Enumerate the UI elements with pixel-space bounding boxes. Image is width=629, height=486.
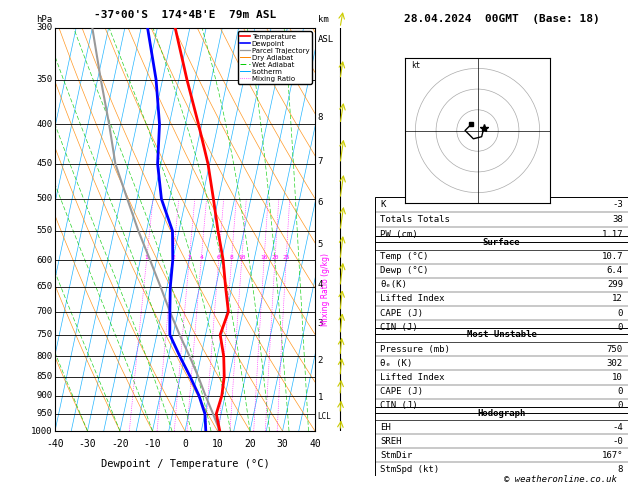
Text: hPa: hPa xyxy=(36,15,52,24)
Bar xyxy=(375,236,628,334)
Text: 40: 40 xyxy=(309,439,321,449)
Text: 6: 6 xyxy=(217,255,221,260)
Text: 10: 10 xyxy=(238,255,245,260)
Text: StmSpd (kt): StmSpd (kt) xyxy=(380,465,439,473)
Text: 6: 6 xyxy=(318,198,323,208)
Text: 700: 700 xyxy=(36,307,52,316)
Text: Hodograph: Hodograph xyxy=(477,409,526,418)
Text: 1000: 1000 xyxy=(31,427,52,435)
Text: 20: 20 xyxy=(271,255,279,260)
Text: 10: 10 xyxy=(612,373,623,382)
Text: 12: 12 xyxy=(612,295,623,303)
Text: 1: 1 xyxy=(318,393,323,402)
Text: θₑ (K): θₑ (K) xyxy=(380,359,413,368)
Text: 300: 300 xyxy=(36,23,52,33)
Text: EH: EH xyxy=(380,423,391,432)
Text: 7: 7 xyxy=(318,157,323,166)
Text: 0: 0 xyxy=(618,323,623,331)
Text: 10.7: 10.7 xyxy=(601,252,623,261)
Text: Pressure (mb): Pressure (mb) xyxy=(380,345,450,354)
Text: -30: -30 xyxy=(79,439,96,449)
Text: Most Unstable: Most Unstable xyxy=(467,330,537,339)
Text: 28.04.2024  00GMT  (Base: 18): 28.04.2024 00GMT (Base: 18) xyxy=(404,14,599,23)
Text: 0: 0 xyxy=(618,387,623,396)
Text: 302: 302 xyxy=(607,359,623,368)
Text: 4: 4 xyxy=(318,280,323,289)
Text: SREH: SREH xyxy=(380,437,401,446)
Text: 0: 0 xyxy=(618,309,623,317)
Text: 750: 750 xyxy=(607,345,623,354)
Text: 3: 3 xyxy=(187,255,191,260)
Legend: Temperature, Dewpoint, Parcel Trajectory, Dry Adiabat, Wet Adiabat, Isotherm, Mi: Temperature, Dewpoint, Parcel Trajectory… xyxy=(238,32,311,84)
Text: 0: 0 xyxy=(618,401,623,410)
Text: 0: 0 xyxy=(182,439,188,449)
Text: 299: 299 xyxy=(607,280,623,289)
Text: 5: 5 xyxy=(318,240,323,248)
Bar xyxy=(375,197,628,242)
Text: Dewpoint / Temperature (°C): Dewpoint / Temperature (°C) xyxy=(101,459,269,469)
Text: -20: -20 xyxy=(111,439,129,449)
Text: 16: 16 xyxy=(260,255,268,260)
Text: ASL: ASL xyxy=(318,35,334,44)
Text: -4: -4 xyxy=(612,423,623,432)
Text: CAPE (J): CAPE (J) xyxy=(380,309,423,317)
Text: -3: -3 xyxy=(612,200,623,209)
Text: Lifted Index: Lifted Index xyxy=(380,295,445,303)
Text: K: K xyxy=(380,200,386,209)
Text: CAPE (J): CAPE (J) xyxy=(380,387,423,396)
Text: 800: 800 xyxy=(36,352,52,361)
Bar xyxy=(375,328,628,413)
Text: 1: 1 xyxy=(145,255,148,260)
Text: -10: -10 xyxy=(143,439,161,449)
Text: 350: 350 xyxy=(36,75,52,84)
Text: PW (cm): PW (cm) xyxy=(380,230,418,239)
Text: CIN (J): CIN (J) xyxy=(380,401,418,410)
Text: 900: 900 xyxy=(36,391,52,400)
Text: Surface: Surface xyxy=(482,238,520,247)
Text: 3: 3 xyxy=(318,319,323,328)
Text: Temp (°C): Temp (°C) xyxy=(380,252,428,261)
Text: 167°: 167° xyxy=(601,451,623,460)
Text: 850: 850 xyxy=(36,372,52,381)
Text: 650: 650 xyxy=(36,282,52,291)
Text: 400: 400 xyxy=(36,120,52,129)
Text: Dewp (°C): Dewp (°C) xyxy=(380,266,428,275)
Text: Lifted Index: Lifted Index xyxy=(380,373,445,382)
Text: © weatheronline.co.uk: © weatheronline.co.uk xyxy=(504,474,616,484)
Text: 1.17: 1.17 xyxy=(601,230,623,239)
Text: Mixing Ratio (g/kg): Mixing Ratio (g/kg) xyxy=(321,254,330,327)
Text: -37°00'S  174°4B'E  79m ASL: -37°00'S 174°4B'E 79m ASL xyxy=(94,10,276,20)
Text: 8: 8 xyxy=(318,113,323,122)
Text: 950: 950 xyxy=(36,409,52,418)
Text: 25: 25 xyxy=(282,255,290,260)
Text: -40: -40 xyxy=(46,439,64,449)
Text: 750: 750 xyxy=(36,330,52,339)
Text: LCL: LCL xyxy=(318,412,331,421)
Text: θₑ(K): θₑ(K) xyxy=(380,280,407,289)
Text: 2: 2 xyxy=(318,356,323,365)
Text: 4: 4 xyxy=(199,255,203,260)
Text: -0: -0 xyxy=(612,437,623,446)
Text: 8: 8 xyxy=(230,255,233,260)
Text: kt: kt xyxy=(411,61,420,70)
Text: Totals Totals: Totals Totals xyxy=(380,215,450,224)
Text: CIN (J): CIN (J) xyxy=(380,323,418,331)
Text: 8: 8 xyxy=(618,465,623,473)
Bar xyxy=(375,407,628,476)
Text: 30: 30 xyxy=(277,439,288,449)
Text: 20: 20 xyxy=(244,439,256,449)
Text: 550: 550 xyxy=(36,226,52,235)
Text: 10: 10 xyxy=(211,439,223,449)
Text: 2: 2 xyxy=(171,255,175,260)
Text: 38: 38 xyxy=(612,215,623,224)
Text: 6.4: 6.4 xyxy=(607,266,623,275)
Text: km: km xyxy=(318,15,328,24)
Text: 450: 450 xyxy=(36,159,52,168)
Text: 600: 600 xyxy=(36,256,52,264)
Text: 500: 500 xyxy=(36,194,52,204)
Text: StmDir: StmDir xyxy=(380,451,413,460)
